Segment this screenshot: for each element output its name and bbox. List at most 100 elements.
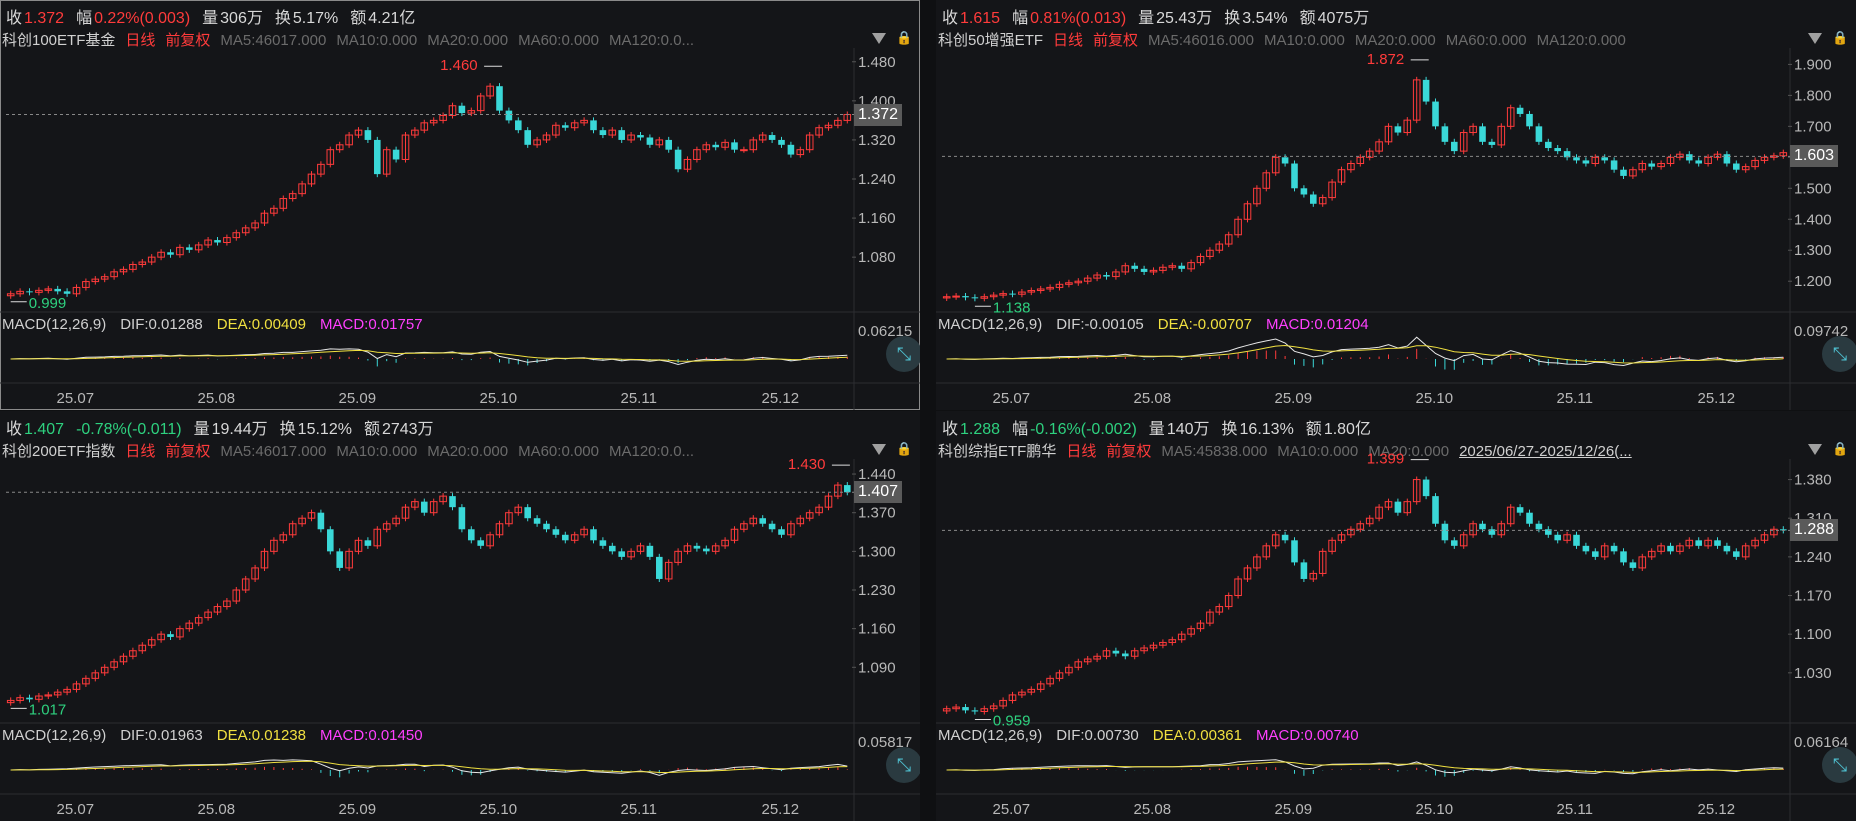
candle-body [768,135,776,140]
macd-dea: DEA:0.01238 [216,727,306,744]
y-tick-label: 1.900 [1794,56,1832,73]
candle-body [515,120,522,131]
candle-body [1149,269,1158,273]
ma-value-0: MA5:46017.000 [220,443,327,460]
chart-panel[interactable]: 收 1.372 幅 0.22%(0.003) 量 306万换 5.17% 额 4.21亿 科创10… [0,0,920,410]
ma-value-0: MA5:45838.000 [1161,443,1268,460]
candle-body [374,139,381,175]
candle-body [1140,647,1148,652]
candlestick-chart: 1.090 1.160 1.230 1.300 1.370 1.440 1.430 1.017… [0,456,920,821]
candle-body [364,130,372,140]
candle-body [110,661,118,668]
candle-body [1093,274,1101,279]
zoom-icon[interactable]: ⤡ [1822,747,1856,783]
candle-body [1102,650,1111,657]
dropdown-triangle-icon[interactable] [872,33,886,44]
candle-body [562,125,569,128]
x-tick-label: 25.09 [1275,801,1313,818]
candle-body [100,276,109,280]
candle-body [1412,79,1421,121]
candle-body [1121,265,1130,273]
candle-body [1770,528,1778,536]
low-label: 1.138 [993,299,1031,316]
candle-body [448,105,457,116]
zoom-icon[interactable]: ⤡ [886,336,920,372]
candle-body [942,708,951,712]
zoom-icon[interactable]: ⤡ [886,747,920,783]
macd-dif: DIF:0.01963 [120,727,203,744]
macd-dea: DEA:-0.00707 [1157,316,1252,333]
x-tick-label: 25.08 [1134,801,1172,818]
y-tick-label: 1.500 [1794,180,1832,197]
chart-panel[interactable]: 收 1.615 幅 0.81%(0.013) 量 25.43万换 3.54% 额 4075万 科创… [936,0,1856,410]
candle-body [382,149,391,175]
x-tick-label: 25.12 [762,390,800,407]
chart-panel[interactable]: 收 1.407 -0.78%(-0.011) 量 19.44万换 15.12% 额 2743万… [0,411,920,821]
last-price-tag: 1.407 [854,481,903,504]
candle-body [1479,126,1486,142]
candle-body [1018,291,1026,295]
candle-body [731,142,738,150]
candle-body [552,529,560,535]
candle-body [1582,160,1590,164]
candle-body [655,139,664,146]
candle-body [1441,523,1449,541]
macd-top-tick: 0.05817 [858,734,912,751]
candlestick-chart: 1.0301.1001.1701.2401.3101.3801.3990.959… [936,451,1856,821]
candle-body [805,512,814,519]
macd-value: MACD:0.01204 [1265,316,1369,333]
candle-body [1506,506,1515,525]
dif-line [946,336,1784,367]
candle-body [72,683,81,690]
chart-panel[interactable]: 收 1.288 幅 -0.16%(-0.002) 量 140万换 16.13% 额 1.80亿科… [936,411,1856,821]
candle-body [1638,556,1647,569]
adjust-label: 前复权 [1093,32,1139,49]
dea-line [10,349,848,362]
ma-value-1: MA10:0.000 [336,443,418,460]
ma-value-2: MA20:0.000 [427,32,509,49]
volume-label: 量 [193,421,210,438]
candle-body [1046,286,1054,290]
dif-line [10,759,848,776]
candle-body [1083,277,1092,282]
candle-body [989,705,998,710]
candle-body [1451,540,1458,546]
lock-icon[interactable]: 🔒 [896,441,913,456]
candle-body [580,119,588,124]
macd-title: MACD(12,26,9) [938,316,1043,333]
dropdown-triangle-icon[interactable] [872,444,886,455]
dropdown-triangle-icon[interactable] [1808,444,1822,455]
quote-header: 收 1.615 幅 0.81%(0.013) 量 25.43万换 3.54% 额 4075万 [942,4,1381,27]
candle-body [241,227,250,234]
turnover-label: 换 [1224,10,1241,27]
x-tick-label: 25.10 [480,801,518,818]
dea-line [10,760,848,773]
candle-body [1215,606,1224,613]
candle-body [1027,688,1036,693]
candle-body [637,135,644,138]
macd-header: MACD(12,26,9) DIF:0.01963 DEA:0.01238 MACD:… [2,727,437,747]
candle-body [730,528,739,541]
y-tick-label: 1.440 [858,466,896,483]
candle-body [157,633,165,641]
amount-label: 额 [1305,421,1322,438]
candle-body [1695,540,1702,546]
candle-body [1224,234,1233,245]
y-tick-label: 1.300 [1794,242,1832,259]
zoom-icon[interactable]: ⤡ [1822,336,1856,372]
y-tick-label: 1.170 [1794,588,1832,605]
macd-value: MACD:0.00740 [1256,727,1359,744]
candle-body [542,134,551,141]
lock-icon[interactable]: 🔒 [1832,441,1849,456]
candle-body [16,290,24,295]
candle-body [232,589,241,602]
candle-body [683,545,692,552]
x-tick-label: 25.09 [339,390,377,407]
lock-icon[interactable]: 🔒 [896,30,913,45]
y-tick-label: 1.300 [858,543,896,560]
lock-icon[interactable]: 🔒 [1832,30,1849,45]
dropdown-triangle-icon[interactable] [1808,33,1822,44]
candle-body [999,699,1007,707]
candle-body [449,496,456,508]
